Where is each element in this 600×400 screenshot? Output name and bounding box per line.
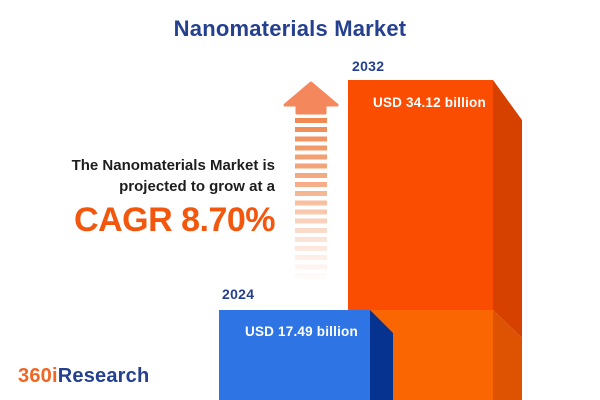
annotation-line-2: projected to grow at a bbox=[119, 178, 275, 195]
bar-2024-side bbox=[370, 310, 393, 400]
bar-2032-side-upper bbox=[493, 80, 522, 338]
annotation-line-1: The Nanomaterials Market is bbox=[71, 157, 275, 174]
annotation-block: The Nanomaterials Market is projected to… bbox=[10, 155, 276, 239]
cagr-value: CAGR 8.70% bbox=[74, 201, 275, 239]
logo-suffix: Research bbox=[57, 365, 150, 387]
bar-2032-year-label: 2032 bbox=[352, 58, 385, 74]
growth-arrow-head-icon bbox=[283, 81, 339, 116]
bar-2032-value-label: USD 34.12 billion bbox=[373, 95, 486, 110]
bar-2024-year-label: 2024 bbox=[222, 286, 255, 302]
bar-2024-front bbox=[219, 310, 370, 400]
bar-2024-value-label: USD 17.49 billion bbox=[245, 324, 358, 339]
page-title: Nanomaterials Market bbox=[173, 16, 407, 41]
logo-prefix: 360i bbox=[18, 365, 58, 387]
bar-2032-front-upper bbox=[348, 80, 493, 310]
brand-logo: 360iResearch bbox=[18, 365, 149, 388]
growth-arrow-stripes bbox=[295, 118, 327, 290]
growth-arrow-fade bbox=[295, 118, 327, 290]
